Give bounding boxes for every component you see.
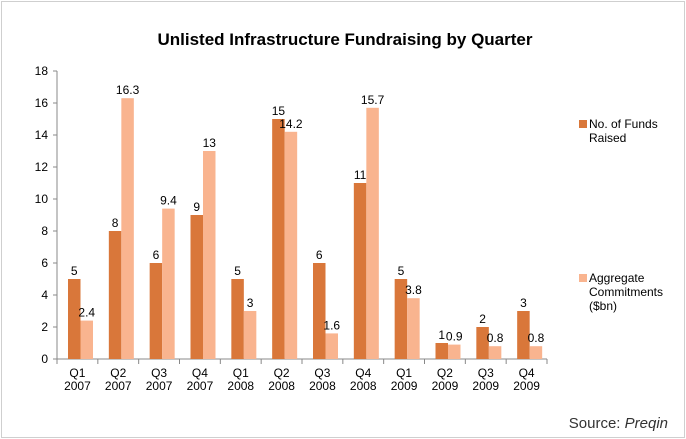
x-tick-label: 2007 <box>105 379 132 393</box>
x-tick-label: 2008 <box>309 379 336 393</box>
data-label: 9 <box>193 200 200 214</box>
y-tick-label: 4 <box>41 288 48 302</box>
x-tick-label: 2009 <box>432 379 459 393</box>
bar <box>394 279 408 359</box>
bar <box>476 327 489 359</box>
bar <box>190 215 203 359</box>
data-label: 9.4 <box>160 194 177 208</box>
x-tick-label: Q2 <box>110 366 126 380</box>
y-tick-label: 2 <box>41 320 48 334</box>
legend-swatch <box>579 120 587 128</box>
bar <box>448 344 461 359</box>
y-tick-label: 18 <box>35 64 49 78</box>
x-tick-label: Q2 <box>274 366 290 380</box>
bar <box>284 131 298 359</box>
y-tick-label: 8 <box>41 224 48 238</box>
chart-title: Unlisted Infrastructure Fundraising by Q… <box>157 30 532 49</box>
bar <box>407 298 420 359</box>
x-tick-label: Q1 <box>69 366 85 380</box>
data-label: 3 <box>247 296 254 310</box>
x-tick-label: Q3 <box>151 366 167 380</box>
x-tick-label: Q3 <box>314 366 330 380</box>
x-tick-label: 2007 <box>64 379 91 393</box>
data-label: 1 <box>438 328 445 342</box>
x-tick-label: 2009 <box>513 379 540 393</box>
source: Source: Preqin <box>569 415 668 432</box>
x-tick-label: 2008 <box>350 379 377 393</box>
x-tick-label: Q4 <box>355 366 371 380</box>
bar <box>353 183 367 359</box>
y-tick-label: 10 <box>35 192 49 206</box>
bar <box>243 311 257 359</box>
data-label: 2.4 <box>78 306 95 320</box>
bar <box>162 208 175 359</box>
x-tick-label: Q2 <box>437 366 453 380</box>
data-label: 15 <box>272 104 286 118</box>
bar <box>325 333 338 359</box>
x-tick-label: Q4 <box>192 366 208 380</box>
bar <box>366 107 379 359</box>
data-label: 5 <box>71 264 78 278</box>
bar <box>272 119 285 359</box>
x-tick-label: Q1 <box>233 366 249 380</box>
bar <box>121 98 134 359</box>
data-label: 5 <box>234 264 241 278</box>
bar <box>231 279 244 359</box>
bar <box>68 279 81 359</box>
data-label: 0.8 <box>487 331 504 345</box>
data-label: 8 <box>112 216 119 230</box>
bar <box>488 346 502 359</box>
legend-label: No. of Funds Raised <box>589 117 658 145</box>
x-tick-label: Q3 <box>478 366 494 380</box>
bar <box>80 320 93 359</box>
data-label: 6 <box>316 248 323 262</box>
data-label: 0.9 <box>446 330 463 344</box>
data-label: 6 <box>153 248 160 262</box>
x-tick-label: 2007 <box>146 379 173 393</box>
data-label: 13 <box>203 136 217 150</box>
bar <box>529 346 543 359</box>
bar <box>108 231 122 359</box>
data-label: 5 <box>398 264 405 278</box>
data-label: 15.7 <box>361 93 385 107</box>
data-label: 3.8 <box>405 283 422 297</box>
x-tick-label: 2008 <box>227 379 254 393</box>
x-tick-label: 2008 <box>268 379 295 393</box>
y-tick-label: 12 <box>35 160 49 174</box>
data-label: 3 <box>520 296 527 310</box>
legend-label: Aggregate Commitments ($bn) <box>589 271 664 313</box>
bar <box>517 311 530 359</box>
source-name: Preqin <box>625 415 668 432</box>
x-tick-label: 2009 <box>391 379 418 393</box>
y-tick-label: 16 <box>35 96 49 110</box>
source-label: Source: <box>569 415 621 432</box>
bar <box>313 263 326 359</box>
data-label: 14.2 <box>279 117 303 131</box>
bar <box>203 151 216 359</box>
data-label: 2 <box>479 312 486 326</box>
x-tick-label: Q4 <box>519 366 535 380</box>
data-label: 11 <box>354 168 367 182</box>
y-tick-label: 0 <box>41 352 48 366</box>
y-tick-label: 14 <box>35 128 49 142</box>
y-tick-label: 6 <box>41 256 48 270</box>
x-tick-label: 2007 <box>187 379 214 393</box>
legend-swatch <box>579 274 587 282</box>
data-label: 0.8 <box>528 331 545 345</box>
x-tick-label: Q1 <box>396 366 412 380</box>
data-label: 1.6 <box>323 318 340 332</box>
x-tick-label: 2009 <box>472 379 499 393</box>
bar <box>435 343 448 359</box>
data-label: 16.3 <box>116 83 140 97</box>
bar <box>149 263 163 359</box>
